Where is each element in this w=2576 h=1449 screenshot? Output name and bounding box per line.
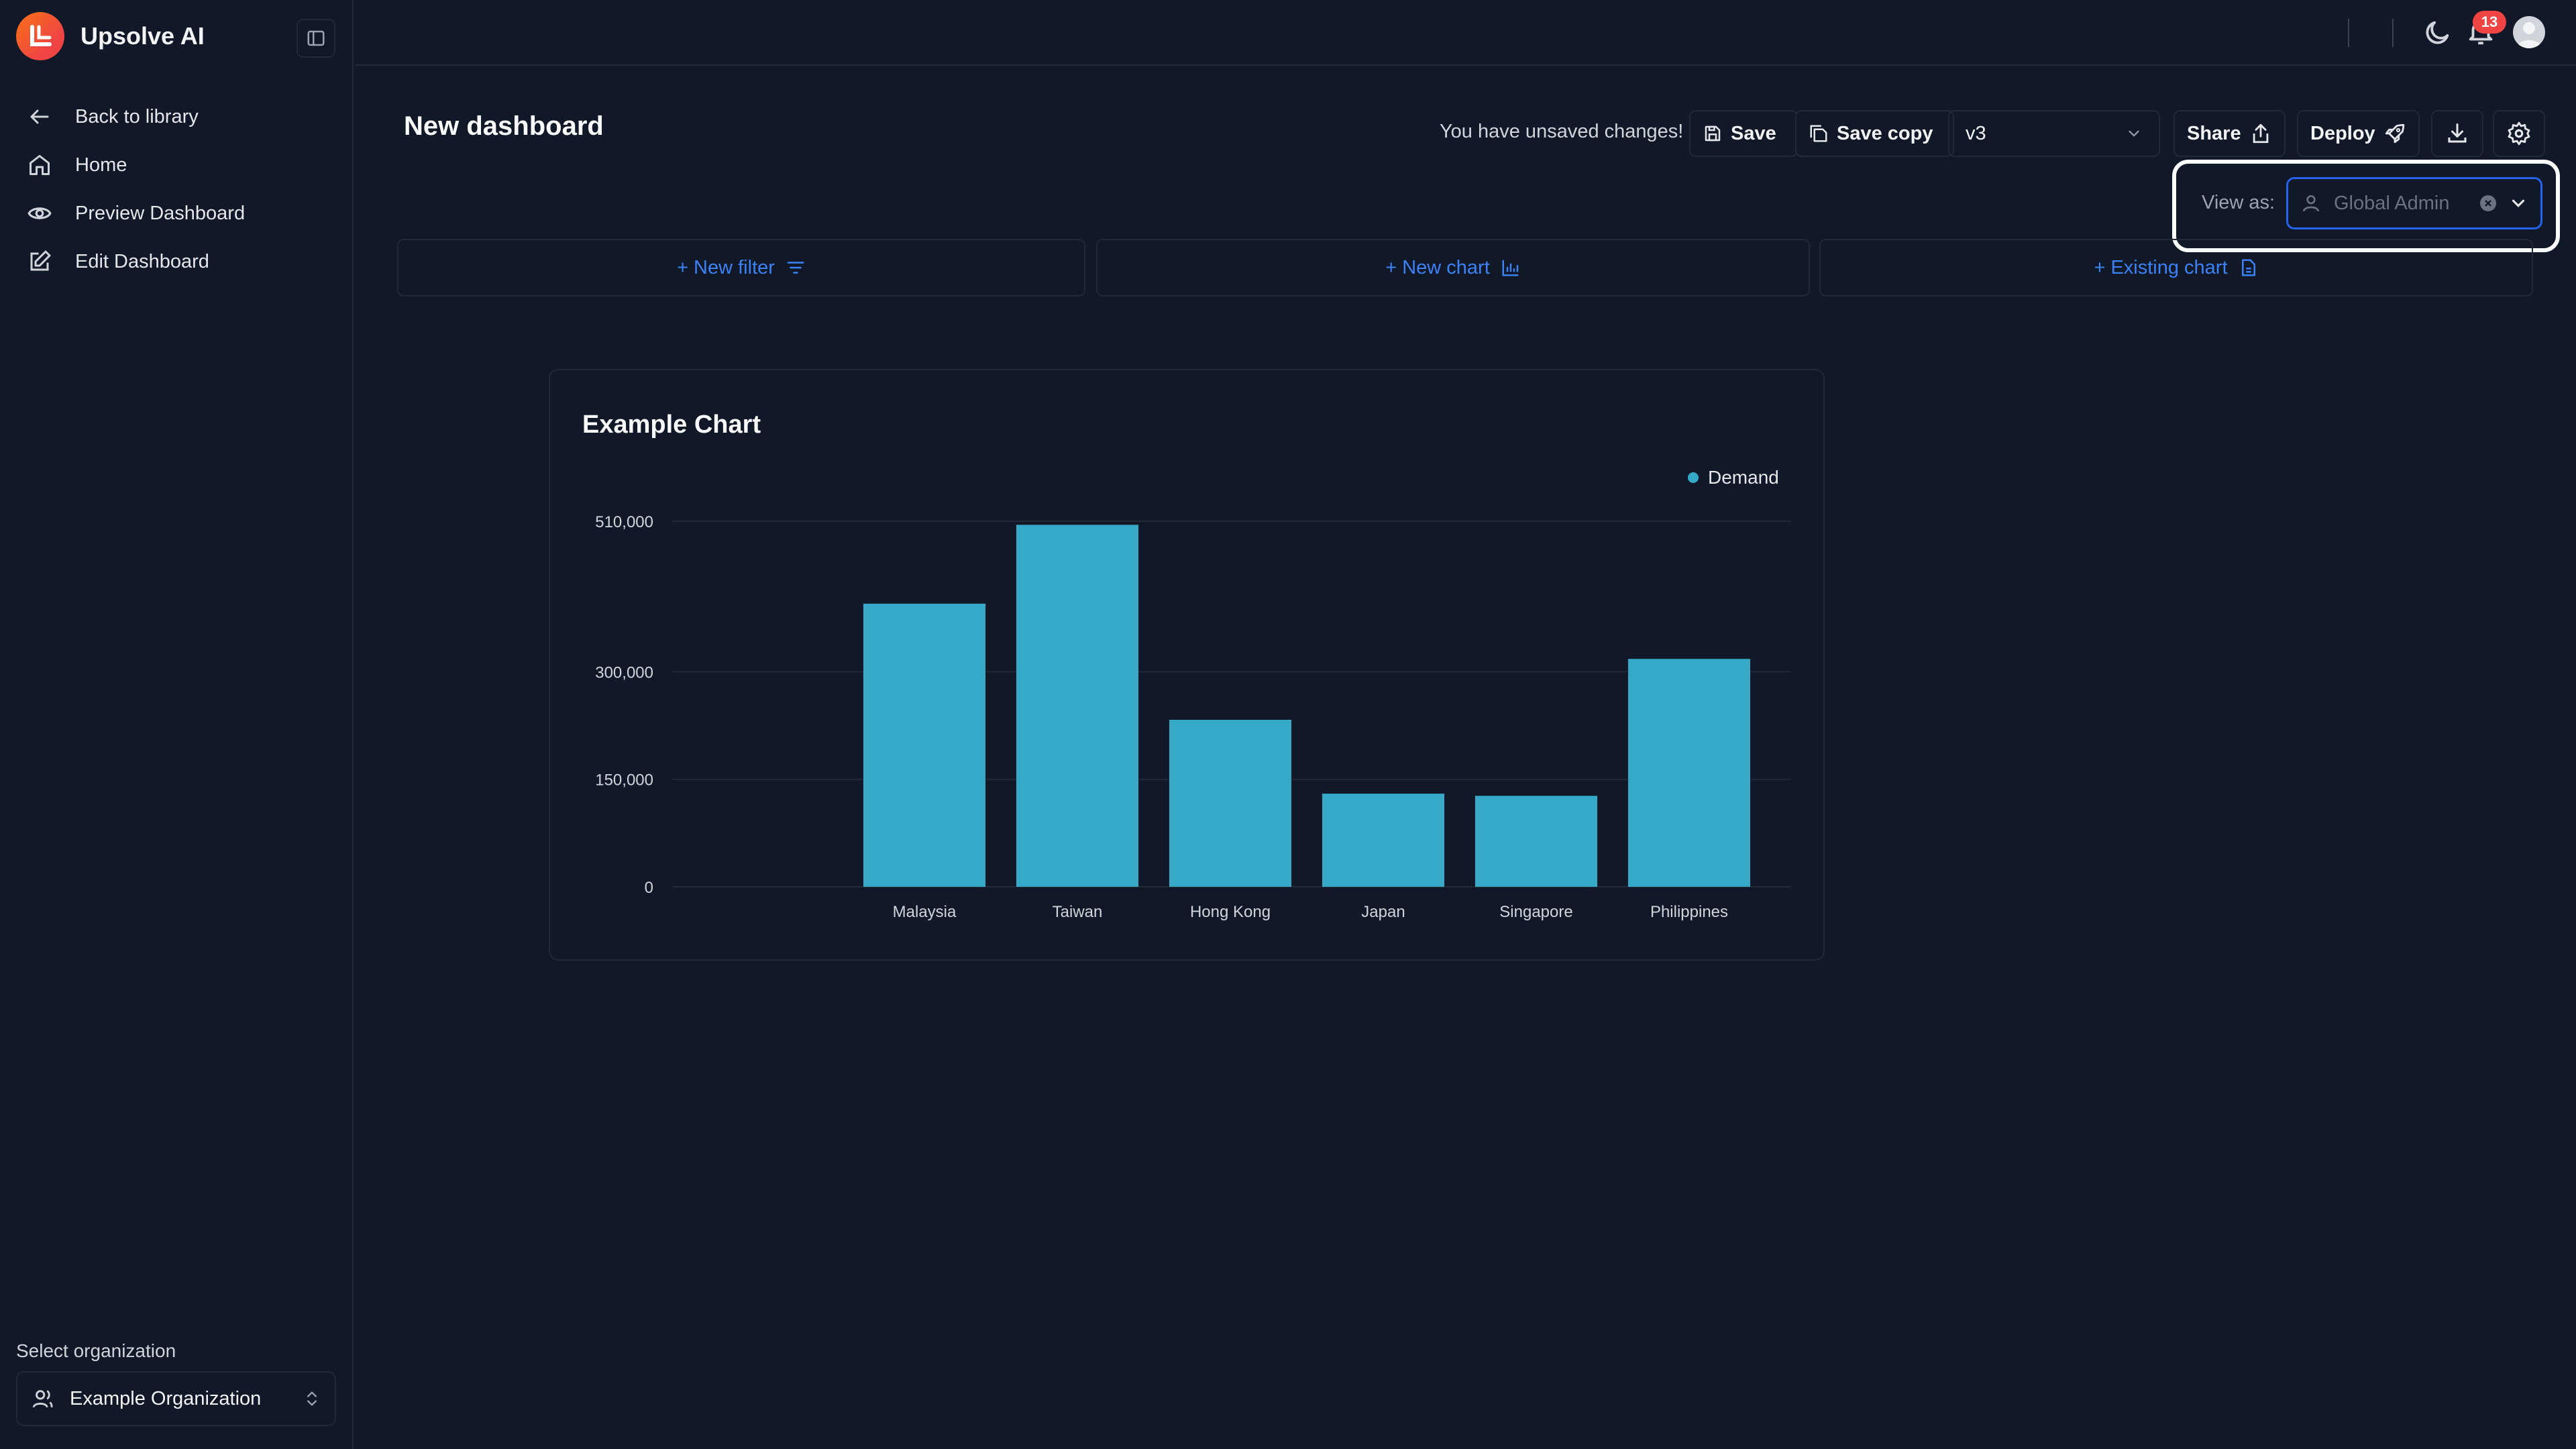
save-button-label: Save [1731,122,1776,144]
x-tick-label: Japan [1361,903,1405,921]
chart-legend[interactable]: Demand [1688,467,1779,488]
legend-swatch [1688,472,1699,483]
panel-left-icon [307,30,325,46]
y-tick-label: 0 [645,879,653,897]
org-select-value: Example Organization [70,1387,262,1409]
share-button-label: Share [2187,122,2241,144]
view-as-highlight [2172,160,2560,252]
legend-label: Demand [1708,467,1779,488]
x-tick-label: Singapore [1499,903,1572,921]
save-icon [1703,123,1723,144]
y-tick-label: 150,000 [595,771,653,790]
deploy-button[interactable]: Deploy [2297,110,2420,157]
page-title: New dashboard [404,111,604,141]
top-bar [355,0,2576,66]
existing-chart-label: + Existing chart [2094,256,2228,278]
moon-icon[interactable] [2422,17,2453,48]
sidebar-collapse-button[interactable] [297,19,335,58]
sidebar-nav: Back to library Home Preview Dashboard E… [25,93,245,286]
sidebar: Upsolve AI Back to library Home Preview … [0,0,354,1449]
download-icon [2445,121,2469,146]
x-tick-label: Malaysia [893,903,957,921]
notification-badge: 13 [2473,11,2506,34]
sidebar-item-label: Back to library [75,105,199,127]
bar [863,603,985,887]
user-icon [2300,193,2322,214]
sidebar-item-label: Edit Dashboard [75,250,209,272]
sidebar-item-back-to-library[interactable]: Back to library [25,93,245,141]
download-button[interactable] [2431,110,2483,157]
settings-button[interactable] [2493,110,2545,157]
x-tick-label: Hong Kong [1190,903,1271,921]
x-tick-label: Philippines [1650,903,1728,921]
rocket-icon [2383,122,2406,145]
view-as-select[interactable]: Global Admin [2286,177,2542,229]
bar [1016,525,1138,887]
bar [1169,720,1291,887]
app-name: Upsolve AI [80,22,205,50]
app-logo [16,12,64,60]
edit-icon [25,248,54,276]
deploy-button-label: Deploy [2310,122,2375,144]
save-copy-button[interactable]: Save copy [1795,110,1955,157]
gear-icon [2506,121,2532,146]
existing-chart-button[interactable]: + Existing chart [1819,239,2533,297]
sidebar-item-home[interactable]: Home [25,141,245,189]
view-as-label: View as: [2202,192,2275,213]
view-as-value: Global Admin [2334,192,2450,214]
bar-chart: 0 150,000 300,000 510,000 Malaysia Taiwan Hong… [595,513,1791,921]
share-icon [2249,122,2272,145]
home-icon [25,151,54,179]
org-select-label: Select organization [16,1340,176,1361]
copy-save-icon [1809,123,1829,144]
topbar-divider [2348,19,2349,47]
bar [1475,796,1597,887]
bar [1322,794,1444,887]
filter-icon [786,258,806,278]
bar [1628,659,1750,887]
brand[interactable]: Upsolve AI [16,12,205,60]
chart-title: Example Chart [582,411,761,439]
org-select[interactable]: Example Organization [16,1371,336,1426]
save-button[interactable]: Save [1689,110,1798,157]
new-chart-label: + New chart [1385,256,1490,278]
new-filter-button[interactable]: + New filter [397,239,1085,297]
topbar-divider [2392,19,2394,47]
sidebar-item-label: Preview Dashboard [75,202,246,224]
arrow-left-icon [25,103,54,131]
y-tick-label: 510,000 [595,513,653,531]
version-select[interactable]: v3 [1948,110,2160,157]
bar-chart-icon [1501,258,1521,278]
share-button[interactable]: Share [2174,110,2286,157]
document-icon [2239,258,2259,278]
unsaved-changes-text: You have unsaved changes! [1440,121,1684,142]
eye-icon [25,199,54,227]
sidebar-item-edit-dashboard[interactable]: Edit Dashboard [25,237,245,286]
y-tick-label: 300,000 [595,663,653,682]
sidebar-item-label: Home [75,154,127,176]
save-copy-label: Save copy [1837,122,1933,144]
new-chart-button[interactable]: + New chart [1096,239,1810,297]
new-filter-label: + New filter [677,256,775,278]
x-tick-label: Taiwan [1053,903,1103,921]
sidebar-item-preview-dashboard[interactable]: Preview Dashboard [25,189,245,237]
chevron-down-icon [2125,125,2143,142]
user-icon [31,1387,54,1410]
chevron-up-down-icon [303,1389,321,1408]
clear-icon[interactable] [2480,195,2496,211]
version-value: v3 [1966,122,1986,144]
chevron-down-icon[interactable] [2508,193,2528,213]
avatar[interactable] [2513,16,2545,48]
